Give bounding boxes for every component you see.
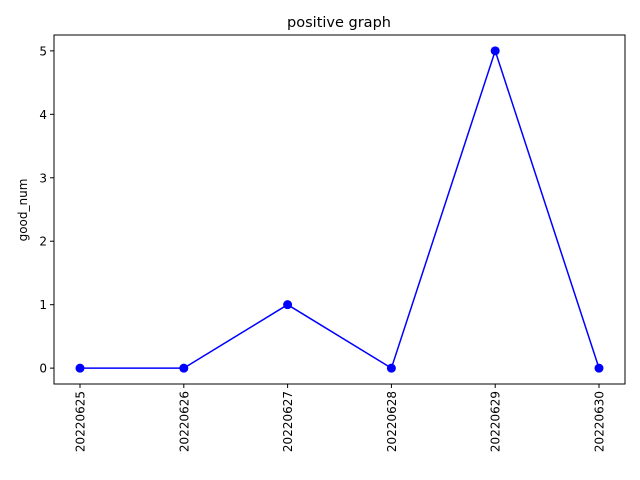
series-line: [80, 48, 600, 370]
data-point: [283, 300, 293, 310]
data-point: [179, 363, 189, 373]
plot-area: 0 1 2 3 4 5 20220625 20220626 20220627 20220628 20…: [39, 44, 606, 452]
x-tick-label: 20220627: [281, 391, 295, 452]
data-point: [490, 46, 500, 56]
y-tick-label: 5: [39, 44, 47, 58]
y-tick-label: 0: [39, 362, 47, 376]
y-tick-label: 1: [39, 298, 47, 312]
x-tick-label: 20220625: [74, 391, 88, 452]
x-tick-label: 20220629: [489, 391, 503, 452]
y-tick-label: 4: [39, 108, 47, 122]
y-tick-label: 3: [39, 171, 47, 185]
y-tick-label: 2: [39, 235, 47, 249]
x-tick-label: 20220628: [385, 391, 399, 452]
chart-title: positive graph: [287, 15, 391, 31]
data-point: [75, 363, 85, 373]
x-tick-label: 20220630: [593, 391, 607, 452]
plot-frame: [53, 34, 626, 385]
x-tick-label: 20220626: [177, 391, 191, 452]
data-point: [594, 363, 604, 373]
y-axis-label: good_num: [16, 179, 30, 242]
data-point: [386, 363, 396, 373]
